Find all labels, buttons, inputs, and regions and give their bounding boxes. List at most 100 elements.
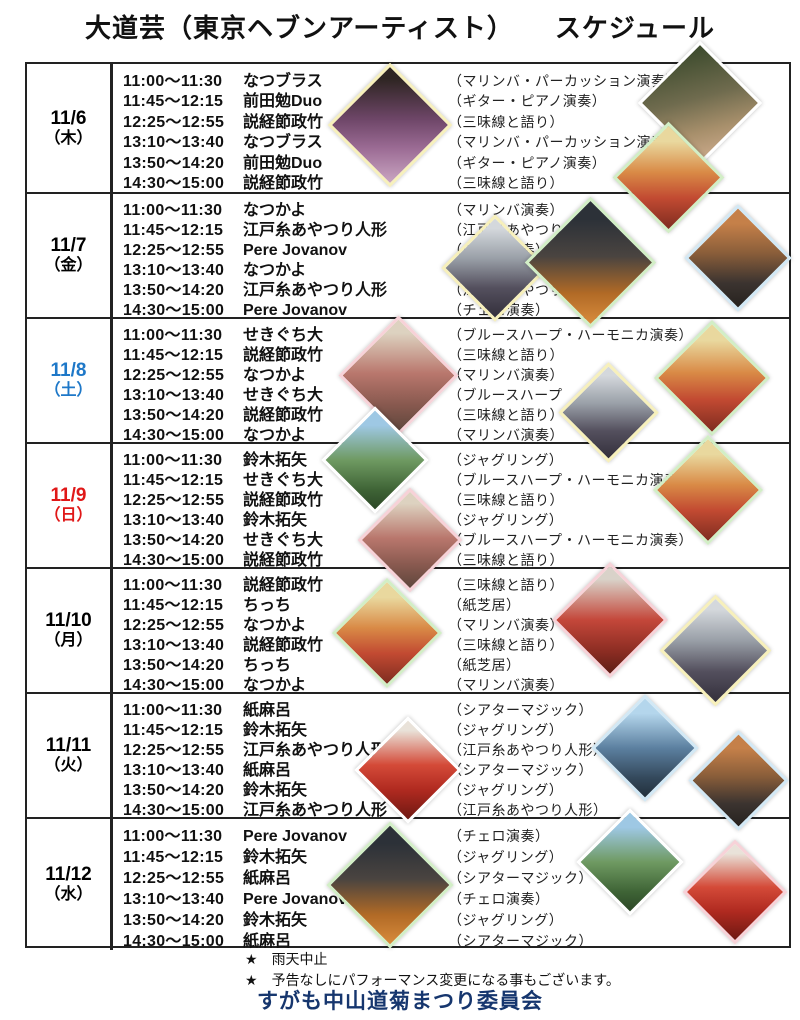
- schedule-slot: 13:10～13:40 せきぐち大 （ブルースハープ: [123, 381, 787, 404]
- slot-genre: （江戸糸あやつり人形）: [448, 744, 608, 759]
- slot-genre: （三味線と語り）: [448, 639, 564, 654]
- slot-genre: （ジャグリング）: [448, 514, 564, 529]
- slot-time: 13:10～13:40: [123, 387, 225, 404]
- slot-genre: （ジャグリング）: [448, 454, 564, 469]
- slot-genre: （三味線と語り）: [448, 579, 564, 594]
- slot-performer: 鈴木拓矢: [243, 849, 308, 866]
- date-label: 11/12: [45, 864, 92, 885]
- slot-time: 11:45～12:15: [123, 93, 224, 111]
- slot-time: 12:25～12:55: [123, 492, 225, 509]
- slot-genre: （チェロ演奏）: [448, 893, 550, 908]
- slot-genre: （ブルースハープ・ハーモニカ演奏）: [448, 329, 693, 344]
- slot-performer: せきぐち大: [243, 387, 324, 404]
- slot-time: 13:50～14:20: [123, 657, 225, 674]
- organizer-name: すがも中山道菊まつり委員会: [257, 990, 543, 1013]
- day-row-11-10: 11/10 （月） 11:00～11:30 説経節政竹 （三味線と語り） 11:45…: [27, 567, 789, 694]
- weekday-label: （水）: [44, 886, 93, 903]
- slot-performer: なつかよ: [243, 427, 307, 444]
- slot-genre: （ジャグリング）: [448, 724, 564, 739]
- schedule-slot: 11:00～11:30 せきぐち大 （ブルースハープ・ハーモニカ演奏）: [123, 321, 787, 344]
- slot-genre: （三味線と語り）: [448, 349, 564, 364]
- schedule-slot: 11:45～12:15 ちっち （紙芝居）: [123, 591, 787, 614]
- slot-genre: （シアターマジック）: [448, 764, 593, 779]
- slot-performer: 鈴木拓矢: [243, 452, 308, 469]
- slot-performer: ちっち: [243, 657, 292, 674]
- slot-genre: （マリンバ・パーカッション演奏）: [448, 74, 680, 90]
- slot-time: 13:50～14:20: [123, 282, 225, 299]
- page-title: 大道芸（東京ヘブンアーティスト） スケジュール: [84, 13, 716, 43]
- slot-time: 11:00～11:30: [123, 828, 223, 845]
- slot-performer: 説経節政竹: [243, 552, 324, 569]
- slot-genre: （三味線と語り）: [448, 177, 564, 193]
- slot-genre: （シアターマジック）: [448, 872, 593, 887]
- day-row-11-6: 11/6 （木） 11:00～11:30 なつブラス （マリンバ・パーカッション演奏…: [27, 64, 789, 192]
- slot-time: 13:10～13:40: [123, 762, 225, 779]
- slot-time: 11:45～12:15: [123, 722, 224, 739]
- schedule-slot: 11:45～12:15 せきぐち大 （ブルースハープ・ハーモニカ演奏）: [123, 466, 787, 489]
- schedule-slot: 11:00～11:30 紙麻呂 （シアターマジック）: [123, 696, 787, 719]
- schedule-slot: 13:50～14:20 鈴木拓矢 （ジャグリング）: [123, 906, 787, 929]
- date-label: 11/8: [50, 360, 87, 381]
- slot-performer: せきぐち大: [243, 532, 324, 549]
- slot-genre: （紙芝居）: [448, 599, 521, 614]
- slot-performer: 鈴木拓矢: [243, 512, 308, 529]
- day-row-11-7: 11/7 （金） 11:00～11:30 なつかよ （マリンバ演奏） 11:45～1…: [27, 192, 789, 319]
- slot-genre: （シアターマジック）: [448, 704, 593, 719]
- weekday-label: （火）: [44, 757, 93, 774]
- schedule-slot: 13:50～14:20 説経節政竹 （三味線と語り）: [123, 401, 787, 424]
- slot-time: 14:30～15:00: [123, 427, 225, 444]
- slot-time: 12:25～12:55: [123, 617, 225, 634]
- schedule-slot: 12:25～12:55 なつかよ （マリンバ演奏）: [123, 611, 787, 634]
- schedule-slot: 12:25～12:55 説経節政竹 （三味線と語り）: [123, 108, 787, 131]
- slot-genre: （ブルースハープ・ハーモニカ演奏）: [448, 474, 693, 489]
- schedule-slot: 13:10～13:40 Pere Jovanov （チェロ演奏）: [123, 885, 787, 908]
- date-cell: 11/11 （火）: [27, 694, 113, 817]
- slot-time: 14:30～15:00: [123, 677, 225, 694]
- schedule-slot: 14:30～15:00 なつかよ （マリンバ演奏）: [123, 671, 787, 694]
- date-cell: 11/10 （月）: [27, 569, 113, 692]
- slot-list: 11:00～11:30 紙麻呂 （シアターマジック） 11:45～12:15 鈴木拓矢…: [113, 694, 787, 819]
- slot-time: 14:30～15:00: [123, 552, 225, 569]
- slot-genre: （三味線と語り）: [448, 554, 564, 569]
- slot-time: 11:00～11:30: [123, 702, 223, 719]
- schedule-slot: 11:00～11:30 なつブラス （マリンバ・パーカッション演奏）: [123, 67, 787, 90]
- date-cell: 11/12 （水）: [27, 819, 113, 950]
- slot-performer: 説経節政竹: [243, 492, 324, 509]
- slot-time: 11:45～12:15: [123, 222, 224, 239]
- slot-performer: なつかよ: [243, 677, 307, 694]
- slot-time: 13:50～14:20: [123, 912, 225, 929]
- day-row-11-8: 11/8 （土） 11:00～11:30 せきぐち大 （ブルースハープ・ハーモニカ演…: [27, 317, 789, 444]
- slot-time: 14:30～15:00: [123, 302, 225, 319]
- slot-time: 14:30～15:00: [123, 933, 225, 950]
- slot-list: 11:00～11:30 せきぐち大 （ブルースハープ・ハーモニカ演奏） 11:45～…: [113, 319, 787, 444]
- schedule-slot: 11:45～12:15 江戸糸あやつり人形 （江戸糸あやつり人形）: [123, 216, 787, 239]
- slot-genre: （ジャグリング）: [448, 914, 564, 929]
- slot-performer: 紙麻呂: [243, 762, 292, 779]
- slot-performer: 鈴木拓矢: [243, 722, 308, 739]
- weekday-label: （土）: [44, 382, 93, 399]
- date-label: 11/9: [50, 485, 87, 506]
- schedule-slot: 12:25～12:55 説経節政竹 （三味線と語り）: [123, 486, 787, 509]
- slot-list: 11:00～11:30 説経節政竹 （三味線と語り） 11:45～12:15 ちっち （…: [113, 569, 787, 694]
- slot-time: 12:25～12:55: [123, 870, 225, 887]
- slot-time: 11:00～11:30: [123, 202, 223, 219]
- slot-performer: なつかよ: [243, 262, 307, 279]
- slot-genre: （紙芝居）: [448, 659, 521, 674]
- slot-time: 11:00～11:30: [123, 577, 223, 594]
- slot-performer: 江戸糸あやつり人形: [243, 222, 388, 239]
- slot-time: 14:30～15:00: [123, 175, 225, 193]
- slot-time: 13:50～14:20: [123, 782, 225, 799]
- date-label: 11/11: [45, 735, 92, 756]
- slot-time: 11:45～12:15: [123, 597, 224, 614]
- schedule-slot: 11:45～12:15 鈴木拓矢 （ジャグリング）: [123, 843, 787, 866]
- slot-genre: （ギター・ピアノ演奏）: [448, 156, 607, 172]
- slot-genre: （マリンバ演奏）: [448, 369, 564, 384]
- slot-performer: なつブラス: [243, 134, 323, 152]
- schedule-slot: 11:45～12:15 鈴木拓矢 （ジャグリング）: [123, 716, 787, 739]
- slot-performer: せきぐち大: [243, 327, 324, 344]
- slot-genre: （マリンバ・パーカッション演奏）: [448, 136, 680, 152]
- schedule-slot: 13:50～14:20 鈴木拓矢 （ジャグリング）: [123, 776, 787, 799]
- date-cell: 11/7 （金）: [27, 194, 113, 317]
- slot-performer: 江戸糸あやつり人形: [243, 282, 388, 299]
- slot-genre: （ジャグリング）: [448, 851, 564, 866]
